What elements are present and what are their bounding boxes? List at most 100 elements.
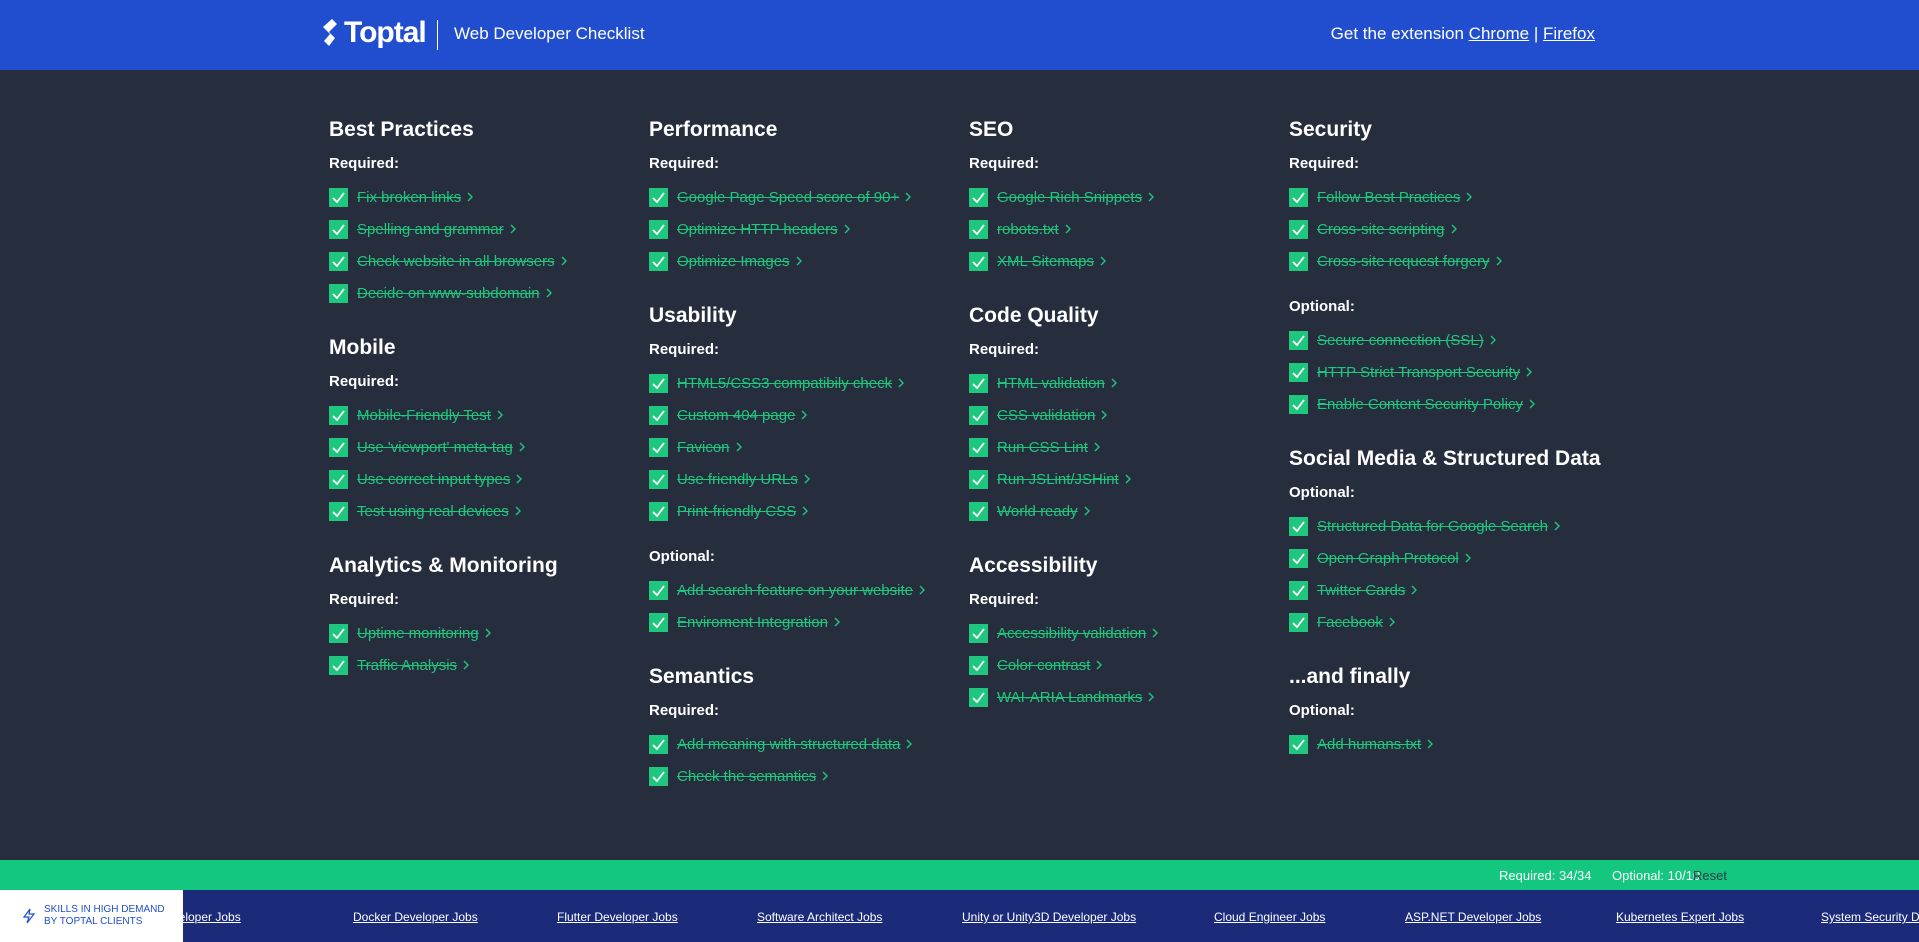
job-link[interactable]: ASP.NET Developer Jobs [1405, 910, 1542, 924]
firefox-link[interactable]: Firefox [1543, 24, 1595, 43]
checklist-item[interactable]: XML Sitemaps [969, 245, 1289, 277]
chrome-link[interactable]: Chrome [1468, 24, 1530, 43]
chevron-icon [1451, 224, 1457, 233]
checklist-item[interactable]: Add humans.txt [1289, 728, 1609, 760]
item-text: Custom 404 page [677, 406, 796, 424]
checklist-item[interactable]: Cross-site scripting [1289, 213, 1609, 245]
job-link[interactable]: Kubernetes Expert Jobs [1616, 910, 1745, 924]
checklist-item[interactable]: Add search feature on your website [649, 574, 969, 606]
job-link[interactable]: System Security De [1821, 910, 1919, 924]
section-title: Best Practices [329, 118, 474, 141]
chevron [1466, 189, 1473, 206]
checklist-item[interactable]: Spelling and grammar [329, 213, 649, 245]
checklist-item[interactable]: Optimize Images [649, 245, 969, 277]
chevron [1065, 221, 1072, 238]
chevron [1096, 657, 1103, 674]
checklist-item[interactable]: Structured Data for Google Search [1289, 510, 1609, 542]
job-link[interactable]: Docker Developer Jobs [353, 910, 478, 924]
checklist-item[interactable]: Color contrast [969, 649, 1289, 681]
check-icon [972, 377, 985, 389]
checklist-item[interactable]: HTML5/CSS3 compatibily check [649, 367, 969, 399]
chevron-icon [1526, 367, 1533, 376]
checklist-item[interactable]: Print-friendly CSS [649, 495, 969, 527]
job-link[interactable]: Cloud Engineer Jobs [1214, 910, 1326, 924]
checklist-item[interactable]: Test using real devices [329, 495, 649, 527]
chevron-icon [1125, 474, 1131, 483]
checklist-item[interactable]: robots.txt [969, 213, 1289, 245]
checkbox [969, 437, 988, 457]
extension: Get the extension Chrome | Firefox [1331, 24, 1595, 44]
checklist-item[interactable]: Favicon [649, 431, 969, 463]
item-text: Optimize HTTP headers [677, 220, 838, 238]
item-text: Structured Data for Google Search [1317, 517, 1548, 535]
checklist-item[interactable]: Check website in all browsers [329, 245, 649, 277]
group: Required: Google Rich Snippets robots.txt X… [969, 147, 1289, 277]
separator [437, 20, 438, 50]
item-text: Use correct input types [357, 470, 511, 488]
checklist-item[interactable]: Use 'viewport' meta-tag [329, 431, 649, 463]
chevron [463, 657, 470, 674]
group: Required: Fix broken links Spelling and gr… [329, 147, 649, 309]
checklist-item[interactable]: HTTP Strict Transport Security [1289, 356, 1609, 388]
checklist-item[interactable]: Enviroment Integration [649, 606, 969, 638]
checklist-item[interactable]: Secure connection (SSL) [1289, 324, 1609, 356]
job-link[interactable]: Unity or Unity3D Developer Jobs [962, 910, 1137, 924]
checklist-item[interactable]: Fix broken links [329, 181, 649, 213]
item-text: Use 'viewport' meta-tag [357, 438, 513, 456]
section: Code Quality Required: HTML validation CSS … [969, 299, 1289, 527]
chevron-icon [1111, 378, 1117, 387]
checklist-item[interactable]: Custom 404 page [649, 399, 969, 431]
check-icon [972, 473, 985, 485]
check-icon [332, 223, 345, 235]
checklist-item[interactable]: Use friendly URLs [649, 463, 969, 495]
checklist-item[interactable]: HTML validation [969, 367, 1289, 399]
checklist-item[interactable]: Check the semantics [649, 760, 969, 792]
checklist-item[interactable]: Facebook [1289, 606, 1609, 638]
chevron [1125, 471, 1132, 488]
checklist-item[interactable]: Enable Content Security Policy [1289, 388, 1609, 420]
checklist-item[interactable]: Add meaning with structured data [649, 728, 969, 760]
check-icon [332, 659, 345, 671]
checklist-item[interactable]: Mobile-Friendly Test [329, 399, 649, 431]
checklist-item[interactable]: Twitter Cards [1289, 574, 1609, 606]
job-link[interactable]: Flutter Developer Jobs [557, 910, 678, 924]
chevron [515, 503, 522, 520]
check-icon [972, 659, 985, 671]
checklist-item[interactable]: Accessibility validation [969, 617, 1289, 649]
job-link[interactable]: Software Architect Jobs [757, 910, 883, 924]
checklist-item[interactable]: Traffic Analysis [329, 649, 649, 681]
chevron-icon [1466, 192, 1473, 201]
checklist-item[interactable]: WAI-ARIA Landmarks [969, 681, 1289, 713]
checklist-item[interactable]: CSS validation [969, 399, 1289, 431]
check-icon [972, 505, 985, 517]
checklist-item[interactable]: Google Rich Snippets [969, 181, 1289, 213]
item-text: HTML validation [997, 374, 1105, 392]
checklist-item[interactable]: Use correct input types [329, 463, 649, 495]
chevron [561, 253, 568, 270]
group: Required: Accessibility validation Color c… [969, 583, 1289, 713]
section-title: Mobile [329, 336, 396, 359]
checklist-item[interactable]: Optimize HTTP headers [649, 213, 969, 245]
chevron-icon [1529, 399, 1535, 408]
group-label: Required: [649, 341, 720, 358]
check-icon [652, 616, 665, 628]
checklist-item[interactable]: Run JSLint/JSHint [969, 463, 1289, 495]
jobs-bar: SKILLS IN HIGH DEMAND BY TOPTAL CLIENTS r… [0, 890, 1919, 942]
item-text: Secure connection (SSL) [1317, 331, 1484, 349]
item-text: World ready [997, 502, 1078, 520]
checklist-item[interactable]: Uptime monitoring [329, 617, 649, 649]
checklist-item[interactable]: Cross-site request forgery [1289, 245, 1609, 277]
check-icon [972, 191, 985, 203]
item-text: Cross-site request forgery [1317, 252, 1490, 270]
logo-icon [323, 19, 337, 46]
logo[interactable]: Toptal [318, 16, 427, 50]
required-count: Required: 34/34 [1499, 868, 1592, 883]
reset-button[interactable]: Reset [1693, 868, 1727, 883]
checklist-item[interactable]: World ready [969, 495, 1289, 527]
group: Required: HTML validation CSS validation Ru… [969, 333, 1289, 527]
checklist-item[interactable]: Decide on www-subdomain [329, 277, 649, 309]
checklist-item[interactable]: Google Page Speed score of 90+ [649, 181, 969, 213]
checklist-item[interactable]: Open Graph Protocol [1289, 542, 1609, 574]
checklist-item[interactable]: Follow Best Practices [1289, 181, 1609, 213]
checklist-item[interactable]: Run CSS Lint [969, 431, 1289, 463]
